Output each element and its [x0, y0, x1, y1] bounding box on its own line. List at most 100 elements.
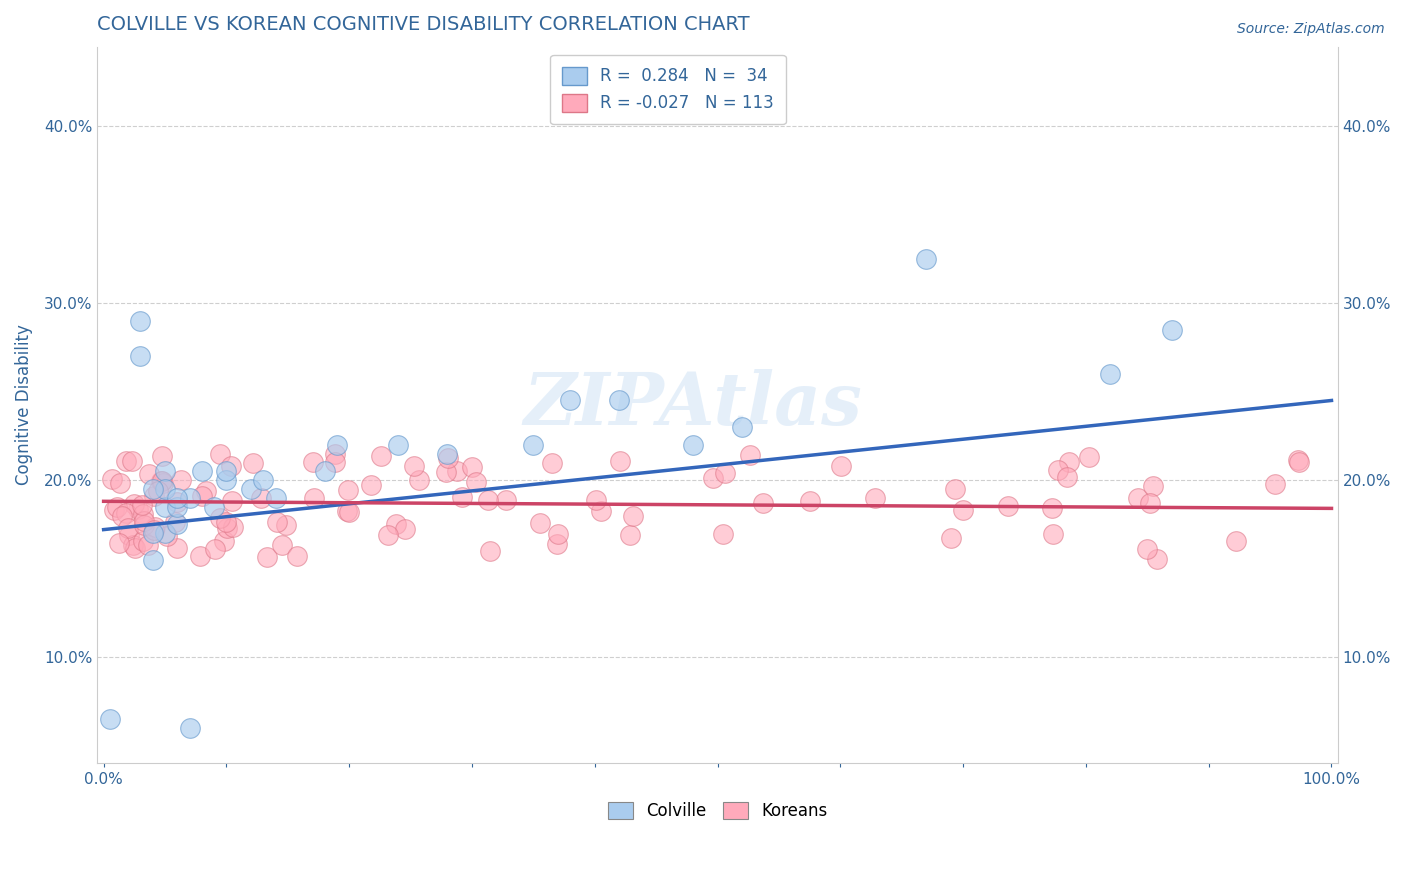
Point [166, 517, 188, 532]
Point [1136, 541, 1159, 556]
Point [166, 541, 188, 556]
Point [370, 449, 392, 463]
Point [221, 494, 243, 508]
Point [150, 474, 173, 488]
Y-axis label: Cognitive Disability: Cognitive Disability [15, 325, 32, 485]
Point [121, 454, 143, 468]
Point [1057, 455, 1080, 469]
Point [166, 491, 188, 505]
Point [402, 458, 425, 473]
Point [1160, 323, 1182, 337]
Point [217, 521, 239, 535]
Point [607, 393, 630, 408]
Point [188, 549, 211, 563]
Point [479, 544, 502, 558]
Point [436, 450, 458, 465]
Point [540, 456, 562, 470]
Point [323, 447, 346, 461]
Point [204, 542, 226, 557]
Point [1139, 496, 1161, 510]
Point [619, 528, 641, 542]
Point [117, 521, 139, 535]
Point [252, 473, 274, 487]
Point [115, 454, 138, 468]
Point [266, 515, 288, 529]
Point [208, 511, 231, 525]
Point [143, 489, 166, 503]
Point [1142, 479, 1164, 493]
Point [153, 464, 176, 478]
Point [560, 393, 582, 408]
Point [1042, 501, 1064, 516]
Point [1225, 534, 1247, 549]
Point [546, 536, 568, 550]
Point [202, 500, 225, 514]
Point [464, 475, 486, 489]
Point [153, 500, 176, 514]
Point [1288, 455, 1310, 469]
Point [98, 712, 121, 726]
Point [250, 491, 273, 506]
Point [1146, 551, 1168, 566]
Point [451, 490, 474, 504]
Point [191, 464, 214, 478]
Point [547, 527, 569, 541]
Point [150, 450, 173, 464]
Point [152, 475, 174, 490]
Point [142, 526, 165, 541]
Point [103, 502, 125, 516]
Point [129, 349, 152, 363]
Point [148, 484, 170, 499]
Point [682, 438, 704, 452]
Point [179, 721, 201, 735]
Point [132, 514, 155, 528]
Point [124, 541, 146, 556]
Point [270, 537, 292, 551]
Point [623, 509, 645, 524]
Point [952, 503, 974, 517]
Point [1047, 462, 1070, 476]
Point [1056, 470, 1078, 484]
Point [129, 314, 152, 328]
Point [191, 489, 214, 503]
Point [301, 455, 323, 469]
Point [170, 473, 193, 487]
Point [997, 499, 1019, 513]
Point [239, 482, 262, 496]
Point [214, 515, 236, 529]
Point [1286, 452, 1309, 467]
Point [136, 537, 159, 551]
Point [165, 515, 187, 529]
Point [477, 493, 499, 508]
Point [387, 438, 409, 452]
Point [702, 471, 724, 485]
Point [1042, 527, 1064, 541]
Point [830, 459, 852, 474]
Point [495, 493, 517, 508]
Point [215, 464, 238, 478]
Point [915, 252, 938, 266]
Point [153, 526, 176, 541]
Point [150, 474, 173, 488]
Point [215, 473, 238, 487]
Point [156, 529, 179, 543]
Point [714, 466, 737, 480]
Point [799, 494, 821, 508]
Point [314, 464, 336, 478]
Point [242, 456, 264, 470]
Point [115, 506, 138, 520]
Point [214, 533, 236, 548]
Point [337, 504, 360, 518]
Point [264, 491, 287, 505]
Point [434, 465, 457, 479]
Point [132, 534, 155, 549]
Point [131, 498, 153, 512]
Point [326, 438, 349, 452]
Point [132, 507, 155, 521]
Point [436, 446, 458, 460]
Point [127, 502, 149, 516]
Point [132, 518, 155, 533]
Point [222, 519, 245, 533]
Point [108, 475, 131, 490]
Point [142, 482, 165, 496]
